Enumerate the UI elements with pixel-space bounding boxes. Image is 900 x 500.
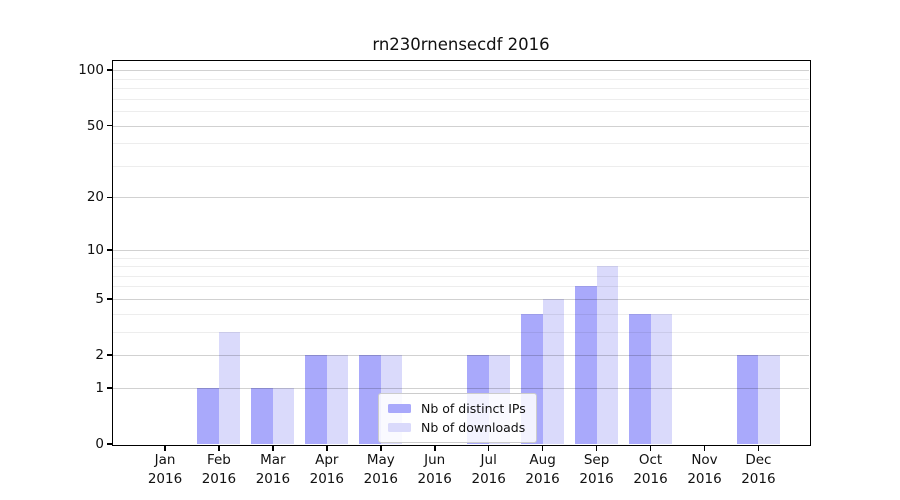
x-tick-year: 2016 — [309, 471, 344, 487]
x-tick-mark — [272, 445, 274, 451]
x-tick-label: Feb 2016 — [184, 451, 254, 489]
x-tick-year: 2016 — [525, 471, 560, 487]
x-tick-year: 2016 — [687, 471, 722, 487]
legend-label-distinct-ips: Nb of distinct IPs — [421, 401, 526, 416]
x-tick-mark — [434, 445, 436, 451]
x-tick-label: May 2016 — [346, 451, 416, 489]
x-tick-mark — [541, 445, 544, 451]
y-tick-label: 20 — [86, 189, 104, 206]
x-tick-mark — [649, 445, 652, 451]
x-tick-year: 2016 — [147, 471, 183, 487]
y-tick-label: 10 — [86, 241, 104, 258]
x-tick-mark — [380, 445, 382, 451]
x-tick-year: 2016 — [471, 471, 506, 487]
x-tick-label: Aug 2016 — [508, 451, 578, 489]
x-tick-mark — [595, 445, 598, 451]
x-tick-label: Apr 2016 — [292, 451, 362, 489]
x-tick-year: 2016 — [741, 471, 776, 487]
x-tick-label: Jun 2016 — [400, 451, 470, 489]
legend-item-downloads: Nb of downloads — [388, 418, 526, 437]
x-tick-year: 2016 — [579, 471, 614, 487]
legend-label-downloads: Nb of downloads — [421, 420, 526, 435]
x-tick-year: 2016 — [417, 471, 452, 487]
x-tick-label: Sep 2016 — [562, 451, 632, 489]
x-tick-mark — [218, 445, 220, 451]
x-tick-label: Mar 2016 — [238, 451, 308, 489]
x-tick-year: 2016 — [363, 471, 398, 487]
legend-swatch-distinct-ips-icon — [388, 404, 411, 413]
plot-border — [111, 59, 811, 446]
x-tick-mark — [164, 445, 166, 451]
chart-title: rn230rnensecdf 2016 — [372, 35, 550, 54]
x-tick-year: 2016 — [201, 471, 237, 487]
x-tick-label: Nov 2016 — [670, 451, 740, 489]
x-tick-mark — [703, 445, 706, 451]
x-tick-mark — [326, 445, 328, 451]
x-tick-year: 2016 — [255, 471, 291, 487]
x-tick-mark — [487, 445, 490, 451]
x-tick-label: Jul 2016 — [454, 451, 524, 489]
legend: Nb of distinct IPs Nb of downloads — [378, 393, 537, 443]
y-tick-label: 100 — [78, 62, 104, 79]
x-tick-mark — [757, 445, 760, 451]
y-tick-label: 2 — [95, 347, 104, 363]
legend-swatch-downloads-icon — [388, 423, 411, 432]
y-tick-label: 1 — [95, 379, 104, 396]
x-tick-label: Jan 2016 — [130, 451, 200, 489]
y-tick-label: 5 — [95, 290, 104, 307]
y-tick-label: 50 — [86, 117, 104, 134]
x-tick-label: Oct 2016 — [616, 451, 686, 489]
x-tick-label: Dec 2016 — [723, 451, 793, 489]
y-tick-label: 0 — [95, 436, 104, 452]
legend-item-distinct-ips: Nb of distinct IPs — [388, 399, 526, 418]
x-tick-year: 2016 — [633, 471, 668, 487]
